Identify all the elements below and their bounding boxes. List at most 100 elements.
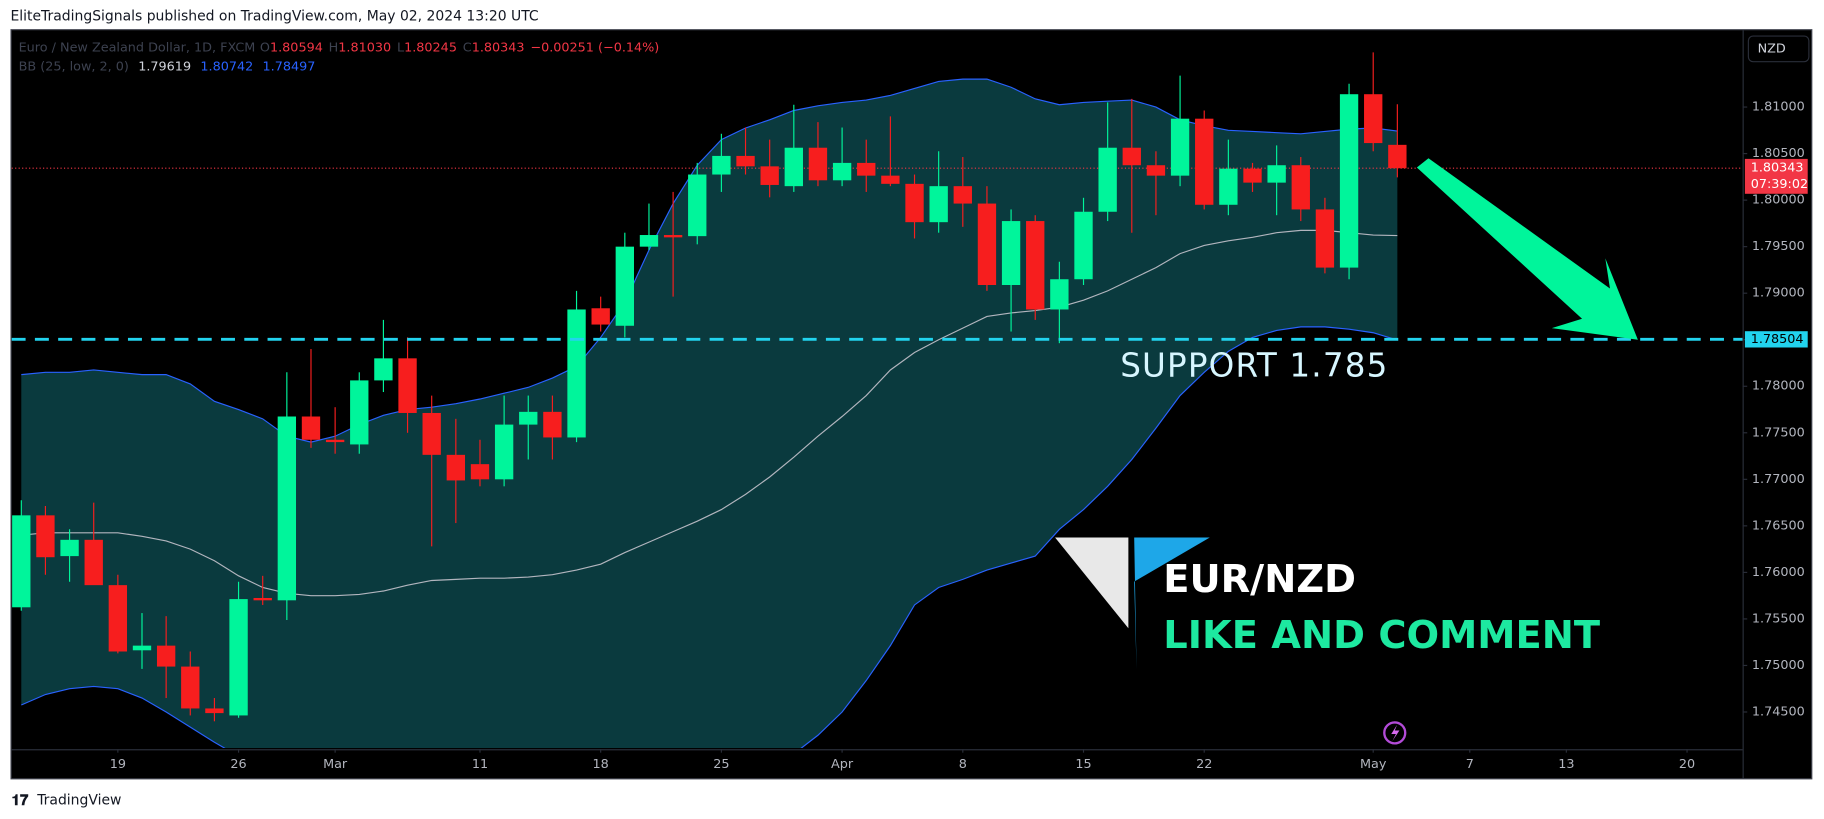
- x-tick-label: 25: [713, 757, 729, 772]
- legend-key: C: [463, 40, 472, 55]
- countdown-label: 07:39:02: [1751, 177, 1808, 192]
- logo-right: [1134, 537, 1210, 669]
- legend-value: 1.81030: [338, 40, 391, 55]
- x-tick-label: 8: [959, 757, 967, 772]
- indicator-value: 1.80742: [200, 59, 253, 74]
- candle-body: [301, 416, 321, 440]
- candle-body: [736, 155, 755, 167]
- y-tick-label: 1.75500: [1752, 611, 1805, 626]
- candle-body: [977, 203, 997, 286]
- y-tick-label: 1.77000: [1752, 472, 1805, 487]
- candle-body: [760, 166, 779, 185]
- candle-body: [229, 599, 248, 716]
- candle-body: [953, 186, 972, 204]
- candle-body: [132, 645, 152, 651]
- band-line: [21, 78, 1398, 443]
- candle-body: [1388, 144, 1407, 169]
- x-tick-label: 11: [472, 757, 488, 772]
- candle-body: [253, 597, 272, 601]
- support-annotation: SUPPORT 1.785: [1120, 347, 1388, 385]
- indicator-value: 1.78497: [263, 59, 316, 74]
- candle-body: [60, 539, 79, 557]
- lightning-bolt: [1391, 724, 1400, 742]
- x-tick-label: 7: [1466, 757, 1474, 772]
- candle-body: [881, 175, 900, 184]
- y-tick-label: 1.75000: [1752, 658, 1805, 673]
- candle-body: [567, 309, 586, 438]
- candle-body: [639, 235, 659, 247]
- candle-body: [543, 411, 562, 438]
- y-tick-label: 1.80500: [1752, 146, 1805, 161]
- candle-body: [1195, 118, 1214, 205]
- currency-button[interactable]: [1747, 35, 1810, 63]
- x-tick-label: 15: [1075, 757, 1091, 772]
- x-tick-label: 13: [1558, 757, 1574, 772]
- lightning-icon[interactable]: [1383, 721, 1407, 745]
- candle-body: [325, 439, 345, 443]
- band-line: [21, 229, 1398, 597]
- y-tick-label: 1.78000: [1752, 379, 1805, 394]
- support-price-box: [1744, 331, 1808, 348]
- band-fill: [21, 79, 1398, 749]
- candle-body: [1074, 211, 1093, 280]
- candle-body: [350, 380, 369, 445]
- candle-body: [205, 708, 224, 714]
- x-tick-label: Apr: [831, 757, 854, 772]
- axes: 1.74500 1.75000 1.75500 1.76000 1.76500 1.770…: [110, 100, 1808, 772]
- candle-body: [398, 358, 417, 413]
- legend-key: H: [329, 40, 339, 55]
- logo-left: [1055, 537, 1129, 629]
- candle-body: [470, 464, 490, 480]
- x-tick-label: 20: [1679, 757, 1695, 772]
- candle-body: [1146, 165, 1166, 176]
- plot-area: [11, 52, 1743, 749]
- x-tick-label: Mar: [323, 757, 348, 772]
- candle-body: [1339, 94, 1359, 268]
- candle-body: [1291, 165, 1310, 210]
- x-tick-label: 26: [230, 757, 246, 772]
- y-tick-label: 1.77500: [1752, 425, 1805, 440]
- x-tick-label: May: [1360, 757, 1387, 772]
- x-tick-label: 22: [1196, 757, 1212, 772]
- candle-body: [1001, 221, 1021, 286]
- candle-body: [663, 235, 683, 238]
- candle-body: [857, 162, 876, 176]
- legend-symbol: Euro / New Zealand Dollar, 1D, FXCM: [19, 40, 256, 55]
- candle-body: [1315, 209, 1335, 268]
- last-price-label: 1.80343: [1751, 161, 1804, 176]
- y-tick-label: 1.76000: [1752, 565, 1805, 580]
- candle-body: [712, 155, 731, 175]
- candle-body: [277, 416, 297, 601]
- candle-body: [374, 358, 393, 381]
- candle-body: [929, 186, 948, 223]
- legend-key: O: [260, 40, 270, 55]
- legend-value: 1.80594: [270, 40, 323, 55]
- y-tick-label: 1.79000: [1752, 286, 1805, 301]
- candle-body: [615, 246, 634, 326]
- candle-body: [905, 183, 924, 223]
- legend-key: L: [397, 40, 405, 55]
- x-tick-label: 19: [110, 757, 126, 772]
- last-price-box: [1744, 158, 1808, 194]
- candle-body: [1243, 168, 1262, 183]
- y-tick-label: 1.76500: [1752, 518, 1805, 533]
- legend-line: Euro / New Zealand Dollar, 1D, FXCM O1.80…: [19, 40, 660, 55]
- footer-logo: 𝟏𝟕: [12, 791, 29, 809]
- cta-annotation: LIKE AND COMMENT: [1163, 613, 1600, 658]
- y-tick-label: 1.79500: [1752, 239, 1805, 254]
- candle-body: [422, 412, 441, 455]
- x-tick-label: 18: [593, 757, 609, 772]
- y-tick-label: 1.81000: [1752, 100, 1805, 115]
- candle-body: [1170, 118, 1190, 176]
- candle-body: [832, 162, 852, 181]
- indicator-name: BB (25, low, 2, 0): [19, 59, 129, 74]
- candle-body: [494, 424, 514, 480]
- candle-body: [1364, 94, 1383, 144]
- legend-change: −0.00251 (−0.14%): [530, 40, 659, 55]
- candle-body: [519, 411, 538, 425]
- candle-body: [446, 454, 466, 481]
- candle-body: [12, 515, 31, 608]
- candle-body: [784, 147, 803, 187]
